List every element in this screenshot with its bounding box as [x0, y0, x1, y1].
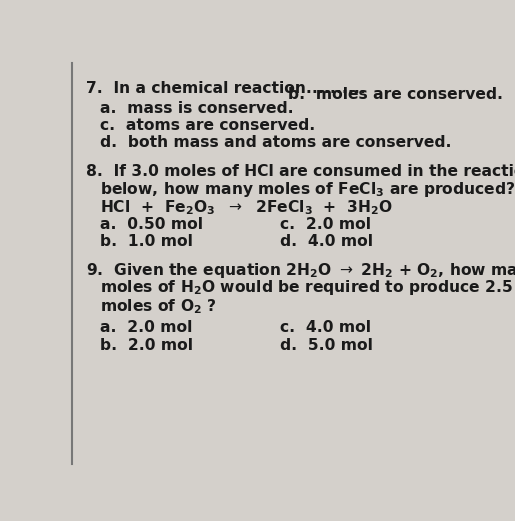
Text: b.  moles are conserved.: b. moles are conserved. [288, 86, 503, 102]
Text: b.  1.0 mol: b. 1.0 mol [100, 234, 193, 249]
Text: HCl  +  Fe$\mathregular{_2}$O$\mathregular{_3}$  $\rightarrow$  2FeCl$\mathregul: HCl + Fe$\mathregular{_2}$O$\mathregular… [100, 198, 393, 217]
Text: d.  both mass and atoms are conserved.: d. both mass and atoms are conserved. [100, 135, 452, 150]
Text: below, how many moles of FeCl$\mathregular{_3}$ are produced?: below, how many moles of FeCl$\mathregul… [100, 180, 515, 200]
Text: d.  4.0 mol: d. 4.0 mol [280, 234, 373, 249]
Text: b.  2.0 mol: b. 2.0 mol [100, 338, 193, 353]
Text: 7.  In a chemical reaction..........: 7. In a chemical reaction.......... [87, 81, 366, 95]
Text: a.  mass is conserved.: a. mass is conserved. [100, 101, 294, 116]
Text: moles of O$\mathregular{_2}$ ?: moles of O$\mathregular{_2}$ ? [100, 297, 217, 316]
Text: moles of H$\mathregular{_2}$O would be required to produce 2.5: moles of H$\mathregular{_2}$O would be r… [100, 278, 513, 297]
Text: a.  2.0 mol: a. 2.0 mol [100, 320, 193, 335]
Text: c.  2.0 mol: c. 2.0 mol [280, 217, 371, 232]
Text: d.  5.0 mol: d. 5.0 mol [280, 338, 373, 353]
Text: 9.  Given the equation 2H$\mathregular{_2}$O $\rightarrow$ 2H$\mathregular{_2}$ : 9. Given the equation 2H$\mathregular{_2… [87, 261, 515, 280]
Text: c.  4.0 mol: c. 4.0 mol [280, 320, 371, 335]
Text: a.  0.50 mol: a. 0.50 mol [100, 217, 203, 232]
Text: 8.  If 3.0 moles of HCl are consumed in the reaction: 8. If 3.0 moles of HCl are consumed in t… [87, 164, 515, 179]
Text: c.  atoms are conserved.: c. atoms are conserved. [100, 118, 316, 133]
